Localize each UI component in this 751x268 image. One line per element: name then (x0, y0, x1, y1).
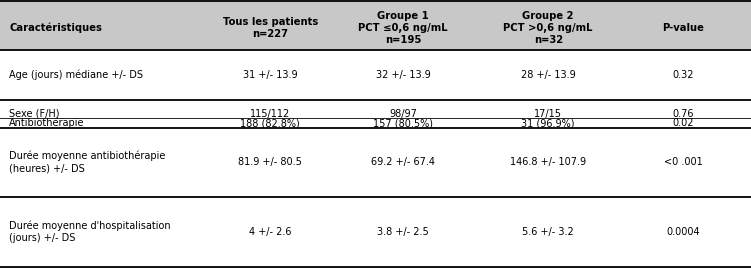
Text: 0.0004: 0.0004 (667, 227, 700, 237)
Text: 69.2 +/- 67.4: 69.2 +/- 67.4 (371, 157, 436, 167)
Text: <0 .001: <0 .001 (664, 157, 703, 167)
Text: 0.02: 0.02 (673, 118, 694, 128)
Text: 115/112: 115/112 (250, 109, 291, 119)
Text: Tous les patients
n=227: Tous les patients n=227 (223, 17, 318, 39)
Bar (0, 0, 751, 50)
Text: 0.32: 0.32 (673, 70, 694, 80)
Text: 31 +/- 13.9: 31 +/- 13.9 (243, 70, 297, 80)
Text: 157 (80.5%): 157 (80.5%) (373, 118, 433, 128)
Text: P-value: P-value (662, 23, 704, 33)
Text: 31 (96.9%): 31 (96.9%) (521, 118, 575, 128)
Text: 146.8 +/- 107.9: 146.8 +/- 107.9 (510, 157, 587, 167)
Text: Groupe 2
PCT >0,6 ng/mL
n=32: Groupe 2 PCT >0,6 ng/mL n=32 (503, 12, 593, 44)
Text: 32 +/- 13.9: 32 +/- 13.9 (376, 70, 430, 80)
Text: 3.8 +/- 2.5: 3.8 +/- 2.5 (378, 227, 429, 237)
Text: Durée moyenne antibiothérapie
(heures) +/- DS: Durée moyenne antibiothérapie (heures) +… (9, 151, 165, 173)
Text: Durée moyenne d'hospitalisation
(jours) +/- DS: Durée moyenne d'hospitalisation (jours) … (9, 221, 170, 243)
Text: 98/97: 98/97 (389, 109, 418, 119)
Text: Caractéristiques: Caractéristiques (9, 23, 102, 33)
Text: Age (jours) médiane +/- DS: Age (jours) médiane +/- DS (9, 70, 143, 80)
Text: 0.76: 0.76 (673, 109, 694, 119)
Text: Antibiothérapie: Antibiothérapie (9, 118, 85, 128)
Text: Groupe 1
PCT ≤0,6 ng/mL
n=195: Groupe 1 PCT ≤0,6 ng/mL n=195 (358, 12, 448, 44)
Text: 4 +/- 2.6: 4 +/- 2.6 (249, 227, 291, 237)
Text: 28 +/- 13.9: 28 +/- 13.9 (521, 70, 575, 80)
Text: 81.9 +/- 80.5: 81.9 +/- 80.5 (238, 157, 303, 167)
Text: 5.6 +/- 3.2: 5.6 +/- 3.2 (523, 227, 574, 237)
Text: 17/15: 17/15 (534, 109, 562, 119)
Text: Sexe (F/H): Sexe (F/H) (9, 109, 59, 119)
Text: 188 (82.8%): 188 (82.8%) (240, 118, 300, 128)
